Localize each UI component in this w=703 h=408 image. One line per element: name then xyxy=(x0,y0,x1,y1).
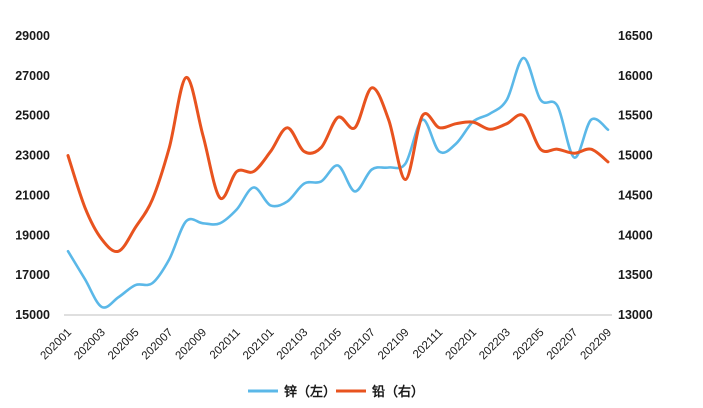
left-tick-label: 27000 xyxy=(15,69,50,83)
x-tick-label: 202105 xyxy=(309,327,345,363)
left-tick-label: 25000 xyxy=(15,109,50,123)
zinc-series-line xyxy=(66,56,610,309)
x-tick-label: 202201 xyxy=(444,327,480,363)
right-tick-label: 13000 xyxy=(618,308,653,322)
right-tick-label: 15500 xyxy=(618,109,653,123)
x-tick-label: 202209 xyxy=(579,327,615,363)
x-tick-label: 202103 xyxy=(275,327,311,363)
right-tick-label: 13500 xyxy=(618,268,653,282)
x-tick-label: 202003 xyxy=(72,327,108,363)
x-tick-label: 202207 xyxy=(545,327,581,363)
left-tick-label: 21000 xyxy=(15,188,50,202)
right-tick-label: 16000 xyxy=(618,69,653,83)
series-layer xyxy=(66,56,610,309)
x-tick-label: 202001 xyxy=(39,327,75,363)
legend: 锌（左） 铅（右） xyxy=(248,384,424,400)
left-tick-label: 17000 xyxy=(15,268,50,282)
x-tick-label: 202203 xyxy=(477,327,513,363)
x-tick-label: 202005 xyxy=(106,327,142,363)
x-tick-label: 202109 xyxy=(376,327,412,363)
left-tick-label: 19000 xyxy=(15,228,50,242)
legend-label: 铅（右） xyxy=(372,384,424,400)
right-tick-label: 15000 xyxy=(618,149,653,163)
x-axis: 2020012020032020052020072020092020112021… xyxy=(39,327,615,363)
left-tick-label: 23000 xyxy=(15,149,50,163)
left-axis: 15000 17000 19000 21000 23000 25000 27000 29000 xyxy=(15,29,50,322)
x-tick-label: 202011 xyxy=(208,327,243,362)
x-tick-label: 202007 xyxy=(140,327,176,363)
x-tick-label: 202101 xyxy=(241,327,277,363)
x-tick-label: 202205 xyxy=(511,327,547,363)
right-axis: 13000 13500 14000 14500 15000 15500 16000 16500 xyxy=(618,29,653,322)
legend-label: 锌（左） xyxy=(284,384,336,400)
x-tick-label: 202107 xyxy=(342,327,378,363)
lead-series-line xyxy=(66,75,610,254)
x-tick-label: 202111 xyxy=(411,327,445,361)
x-tick-label: 202009 xyxy=(174,327,210,363)
left-tick-label: 29000 xyxy=(15,29,50,43)
right-tick-label: 14500 xyxy=(618,188,653,202)
right-tick-label: 14000 xyxy=(618,228,653,242)
right-tick-label: 16500 xyxy=(618,29,653,43)
left-tick-label: 15000 xyxy=(15,308,50,322)
